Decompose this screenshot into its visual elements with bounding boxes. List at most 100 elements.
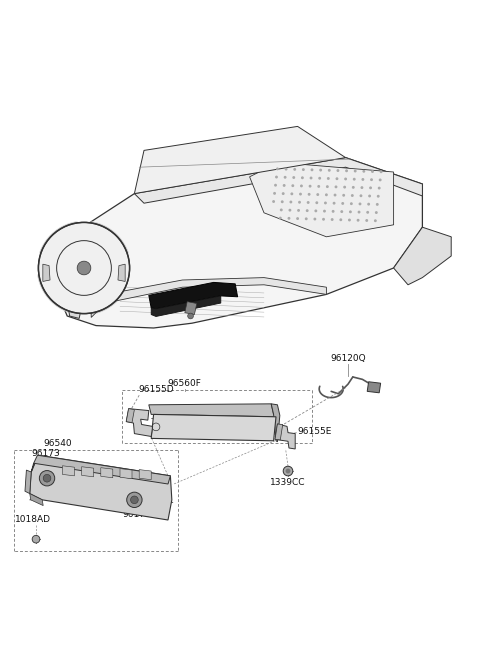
Circle shape bbox=[354, 170, 357, 173]
Circle shape bbox=[342, 194, 345, 197]
Circle shape bbox=[296, 217, 299, 220]
Circle shape bbox=[32, 535, 40, 543]
Polygon shape bbox=[151, 415, 276, 441]
Circle shape bbox=[318, 177, 321, 180]
Circle shape bbox=[309, 185, 312, 188]
Circle shape bbox=[378, 187, 381, 190]
Circle shape bbox=[273, 192, 276, 195]
Circle shape bbox=[292, 176, 295, 179]
Polygon shape bbox=[149, 282, 238, 309]
Polygon shape bbox=[151, 296, 221, 316]
Circle shape bbox=[322, 218, 325, 220]
Circle shape bbox=[335, 186, 337, 188]
Circle shape bbox=[368, 195, 371, 197]
Polygon shape bbox=[394, 227, 451, 285]
Circle shape bbox=[283, 184, 286, 187]
Polygon shape bbox=[275, 424, 295, 449]
Circle shape bbox=[301, 176, 304, 179]
Polygon shape bbox=[30, 455, 172, 520]
Circle shape bbox=[345, 169, 348, 173]
Circle shape bbox=[376, 203, 379, 206]
Circle shape bbox=[344, 178, 347, 180]
Circle shape bbox=[351, 194, 354, 197]
Circle shape bbox=[334, 194, 336, 197]
Polygon shape bbox=[139, 470, 151, 480]
Polygon shape bbox=[185, 302, 197, 315]
Circle shape bbox=[127, 492, 142, 508]
Circle shape bbox=[341, 202, 344, 205]
Circle shape bbox=[323, 210, 326, 213]
Polygon shape bbox=[120, 468, 132, 479]
Circle shape bbox=[315, 201, 318, 204]
Circle shape bbox=[360, 186, 363, 189]
Circle shape bbox=[284, 176, 287, 178]
Circle shape bbox=[280, 209, 283, 211]
Polygon shape bbox=[31, 455, 170, 484]
Circle shape bbox=[38, 222, 130, 314]
Circle shape bbox=[188, 313, 193, 319]
Text: 96155E: 96155E bbox=[298, 426, 332, 436]
Polygon shape bbox=[275, 424, 283, 440]
Circle shape bbox=[319, 169, 322, 171]
Text: 96173: 96173 bbox=[122, 510, 151, 520]
Circle shape bbox=[281, 200, 284, 203]
Circle shape bbox=[326, 185, 329, 188]
Polygon shape bbox=[118, 264, 125, 281]
Circle shape bbox=[377, 195, 380, 197]
Circle shape bbox=[291, 184, 294, 187]
Circle shape bbox=[357, 219, 360, 222]
Text: 1339CC: 1339CC bbox=[270, 478, 306, 487]
Circle shape bbox=[307, 201, 310, 204]
Circle shape bbox=[306, 209, 309, 212]
Circle shape bbox=[276, 167, 279, 171]
Text: 96120Q: 96120Q bbox=[330, 354, 366, 363]
Circle shape bbox=[374, 219, 377, 222]
Polygon shape bbox=[62, 466, 74, 476]
Circle shape bbox=[336, 169, 339, 172]
Circle shape bbox=[316, 193, 319, 196]
Circle shape bbox=[311, 169, 313, 171]
Circle shape bbox=[289, 201, 292, 203]
Circle shape bbox=[327, 177, 330, 180]
Circle shape bbox=[371, 170, 374, 173]
Circle shape bbox=[286, 468, 290, 474]
Circle shape bbox=[77, 261, 91, 275]
Circle shape bbox=[349, 211, 352, 213]
Polygon shape bbox=[271, 404, 280, 441]
Polygon shape bbox=[126, 409, 134, 422]
Circle shape bbox=[339, 218, 342, 221]
Circle shape bbox=[358, 211, 360, 213]
Text: 96155D: 96155D bbox=[138, 385, 174, 394]
Circle shape bbox=[288, 217, 290, 220]
Circle shape bbox=[317, 185, 320, 188]
Circle shape bbox=[343, 186, 346, 188]
Circle shape bbox=[305, 217, 308, 220]
Circle shape bbox=[348, 218, 351, 222]
Circle shape bbox=[370, 178, 373, 181]
Circle shape bbox=[293, 168, 296, 171]
Circle shape bbox=[272, 200, 275, 203]
Polygon shape bbox=[250, 163, 394, 237]
Circle shape bbox=[298, 201, 301, 203]
Polygon shape bbox=[134, 157, 422, 203]
Text: 96560F: 96560F bbox=[168, 379, 202, 388]
Polygon shape bbox=[82, 466, 94, 477]
Circle shape bbox=[324, 201, 327, 205]
Polygon shape bbox=[91, 277, 326, 318]
Text: 1018AD: 1018AD bbox=[14, 515, 51, 524]
Polygon shape bbox=[43, 157, 422, 328]
Circle shape bbox=[380, 171, 383, 173]
Circle shape bbox=[288, 209, 291, 212]
Circle shape bbox=[336, 177, 338, 180]
Circle shape bbox=[352, 186, 355, 189]
Circle shape bbox=[308, 193, 311, 195]
Circle shape bbox=[297, 209, 300, 212]
Circle shape bbox=[353, 178, 356, 180]
Circle shape bbox=[369, 186, 372, 190]
Circle shape bbox=[379, 178, 382, 181]
Text: kia: kia bbox=[80, 266, 88, 270]
Circle shape bbox=[325, 194, 328, 196]
Circle shape bbox=[285, 168, 288, 171]
Circle shape bbox=[274, 184, 277, 187]
Circle shape bbox=[313, 218, 316, 220]
